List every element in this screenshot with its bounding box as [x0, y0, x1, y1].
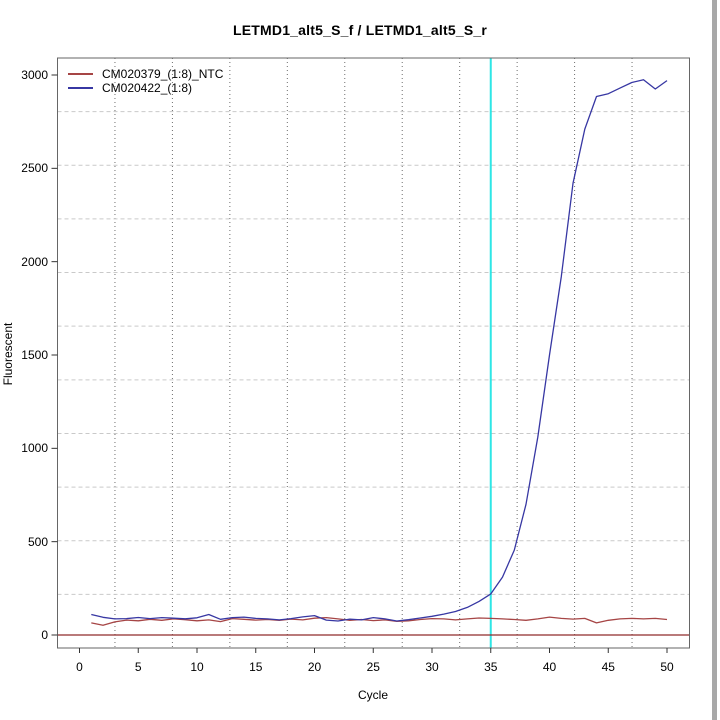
y-tick-label: 0: [41, 628, 48, 642]
amplification-curve: [91, 79, 668, 622]
x-tick-label: 5: [134, 660, 142, 674]
window-right-edge: [712, 0, 717, 720]
y-tick-label: 2000: [21, 254, 48, 269]
legend-item-sample: CM020422_(1:8): [68, 81, 223, 95]
y-tick-label: 500: [27, 534, 48, 549]
legend-label-sample: CM020422_(1:8): [102, 81, 193, 95]
x-tick-label: 20: [307, 660, 322, 674]
x-tick-label: 35: [484, 660, 498, 674]
plot-box: [57, 57, 690, 649]
legend-item-ntc: CM020379_(1:8)_NTC: [68, 67, 223, 81]
y-tick-label: 2500: [21, 161, 48, 176]
ntc-curve: [91, 616, 668, 626]
x-tick-label: 30: [425, 660, 439, 674]
x-tick-label: 45: [601, 660, 615, 674]
chart-title: LETMD1_alt5_S_f / LETMD1_alt5_S_r: [232, 22, 488, 38]
legend-line-sample-icon: [68, 87, 93, 89]
x-tick-label: 40: [542, 660, 557, 674]
legend-line-ntc-icon: [68, 73, 93, 75]
legend-label-ntc: CM020379_(1:8)_NTC: [102, 67, 224, 81]
y-tick-label: 1000: [21, 441, 48, 456]
legend: CM020379_(1:8)_NTC CM020422_(1:8): [68, 67, 223, 95]
x-tick-label: 15: [249, 660, 263, 674]
y-tick-label: 1500: [21, 347, 48, 362]
x-tick-label: 0: [76, 660, 83, 674]
x-tick-label: 10: [190, 660, 204, 674]
x-tick-label: 50: [660, 660, 674, 674]
x-axis-label: Cycle: [357, 688, 388, 702]
x-tick-label: 25: [366, 660, 380, 674]
y-tick-label: 3000: [21, 67, 48, 82]
